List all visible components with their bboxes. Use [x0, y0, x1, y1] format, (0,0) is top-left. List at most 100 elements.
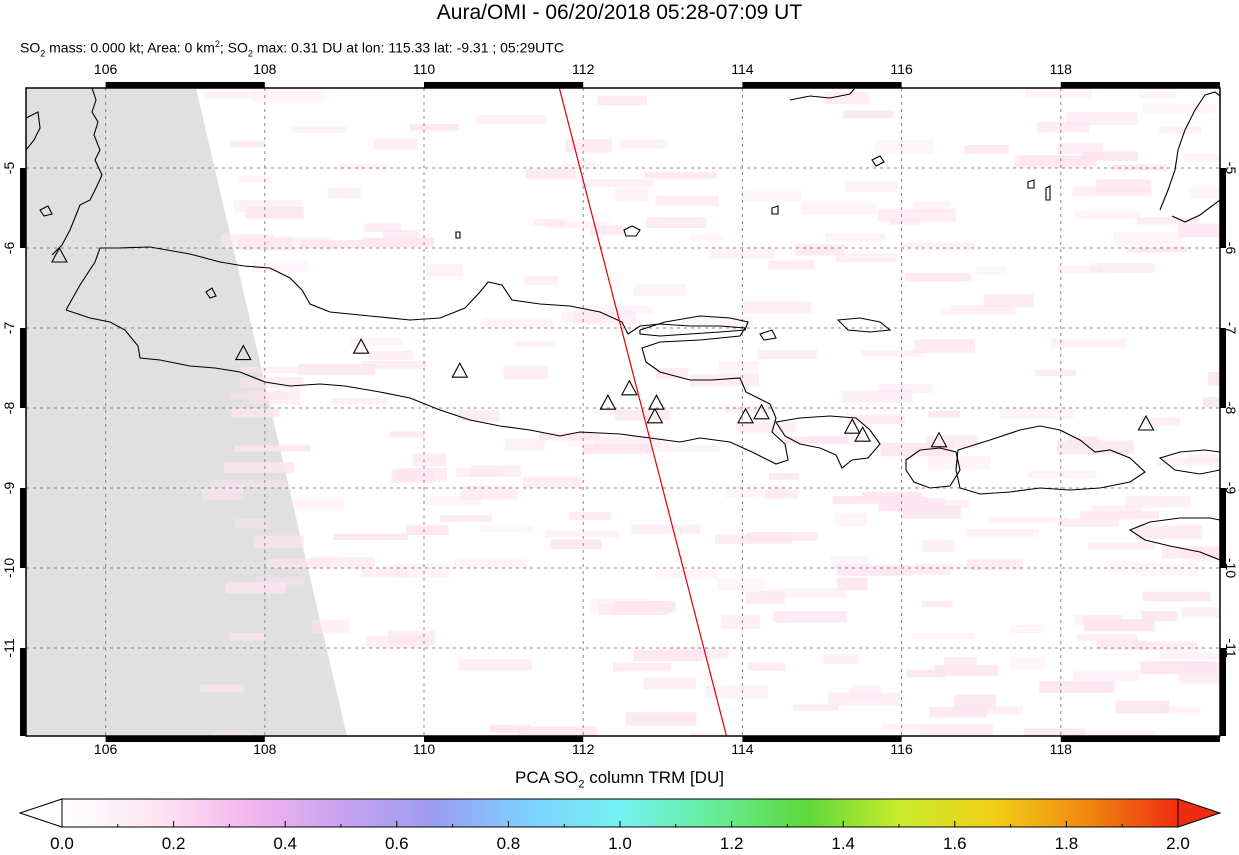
so2-pixel — [719, 361, 759, 375]
so2-pixel — [223, 462, 295, 474]
volcano-icon — [843, 418, 861, 434]
so2-pixel — [266, 558, 329, 569]
so2-pixel — [368, 350, 414, 360]
so2-pixel — [929, 706, 987, 718]
volcano-icon — [737, 407, 755, 424]
stats-max-prefix: ; SO — [219, 39, 248, 56]
so2-pixel — [1142, 591, 1211, 602]
so2-pixel — [1178, 673, 1220, 684]
so2-pixel — [920, 723, 993, 736]
so2-pixel — [237, 176, 272, 183]
so2-pixel — [1202, 396, 1220, 408]
so2-pixel — [1057, 143, 1103, 154]
so2-pixel — [905, 272, 971, 282]
so2-pixel — [594, 408, 631, 415]
so2-pixel — [824, 91, 869, 104]
so2-pixel — [568, 435, 599, 447]
so2-pixel — [835, 512, 867, 527]
so2-pixel — [837, 577, 868, 591]
lon-label-top: 106 — [94, 61, 118, 77]
so2-pixel — [1208, 371, 1220, 386]
so2-pixel — [922, 600, 953, 608]
so2-pixel — [389, 431, 424, 438]
so2-pixel — [1142, 103, 1216, 114]
so2-pixel — [656, 445, 720, 453]
so2-pixel — [1078, 731, 1157, 736]
so2-pixel — [544, 530, 619, 538]
so2-pixel — [291, 125, 347, 133]
so2-pixel — [361, 566, 407, 577]
so2-pixel — [655, 570, 719, 579]
so2-pixel — [965, 529, 1039, 537]
so2-pixel — [952, 707, 1023, 715]
so2-pixel — [928, 410, 960, 418]
orbit-track-line — [558, 88, 728, 736]
coast-sulawesi-south — [1171, 199, 1220, 223]
so2-pixel — [598, 603, 669, 615]
so2-pixel — [522, 477, 582, 489]
so2-pixel — [230, 141, 266, 148]
volcano-icon — [352, 338, 370, 354]
so2-pixel — [690, 732, 724, 736]
so2-pixel — [655, 195, 719, 206]
lon-label-bottom: 110 — [413, 741, 436, 757]
so2-pixel — [240, 367, 300, 373]
so2-pixel — [1091, 263, 1156, 273]
so2-pixel — [633, 284, 686, 296]
volcano-icon — [646, 407, 664, 424]
so2-pixel — [568, 512, 611, 521]
so2-pixel — [393, 564, 450, 578]
so2-pixel — [245, 207, 304, 219]
so2-pixel — [1157, 458, 1219, 466]
so2-pixel — [989, 516, 1068, 523]
so2-pixel — [1136, 217, 1199, 225]
so2-pixel — [1076, 634, 1138, 642]
volcano-icon — [599, 394, 617, 410]
so2-pixel — [716, 578, 765, 591]
so2-pixel — [1025, 88, 1092, 98]
so2-pixel — [748, 662, 786, 671]
lon-label-bottom: 116 — [890, 741, 913, 757]
so2-pixel — [581, 444, 652, 455]
so2-pixel — [1127, 246, 1188, 253]
so2-pixel — [736, 421, 796, 433]
volcano-icon — [620, 379, 638, 396]
colorbar-tick-label: 0.4 — [273, 834, 297, 853]
so2-pixel — [388, 630, 435, 645]
lon-label-bottom: 118 — [1050, 741, 1073, 757]
so2-pixel — [690, 234, 724, 242]
so2-pixel — [234, 445, 311, 452]
so2-pixel — [911, 632, 975, 639]
so2-pixel — [235, 518, 269, 529]
so2-pixel — [914, 339, 976, 354]
so2-pixel — [1167, 706, 1201, 714]
so2-pixel — [201, 487, 244, 500]
frame-bar-segment — [20, 168, 26, 248]
coast-sumatra-tip — [26, 111, 41, 151]
so2-pixel — [1181, 607, 1220, 618]
so2-pixel — [836, 565, 911, 576]
frame-scale-bars — [20, 82, 1226, 742]
so2-pixel — [889, 497, 928, 511]
volcano-icon — [854, 426, 872, 442]
no-data-swath — [26, 88, 347, 736]
coast-borneo — [789, 88, 856, 101]
volcano-markers — [51, 246, 1155, 448]
so2-pixel — [841, 391, 913, 403]
so2-pixel — [413, 453, 446, 466]
colorbar-tick-label: 1.6 — [943, 834, 967, 853]
volcano-icon — [51, 246, 68, 263]
volcano-icon — [648, 394, 665, 410]
frame-bar-segment — [20, 488, 26, 568]
colorbar-label-suffix: column TRM [DU] — [584, 768, 724, 787]
so2-pixel — [768, 473, 800, 481]
so2-pixel — [845, 181, 898, 193]
lat-label-right: -10 — [1223, 558, 1239, 578]
so2-pixel — [1036, 121, 1089, 133]
lon-label-top: 110 — [413, 61, 436, 77]
so2-pixel — [200, 684, 245, 693]
so2-pixel — [861, 350, 923, 357]
so2-pixel — [1144, 417, 1181, 426]
coast-bawean — [623, 225, 641, 237]
so2-pixel — [1057, 265, 1103, 273]
